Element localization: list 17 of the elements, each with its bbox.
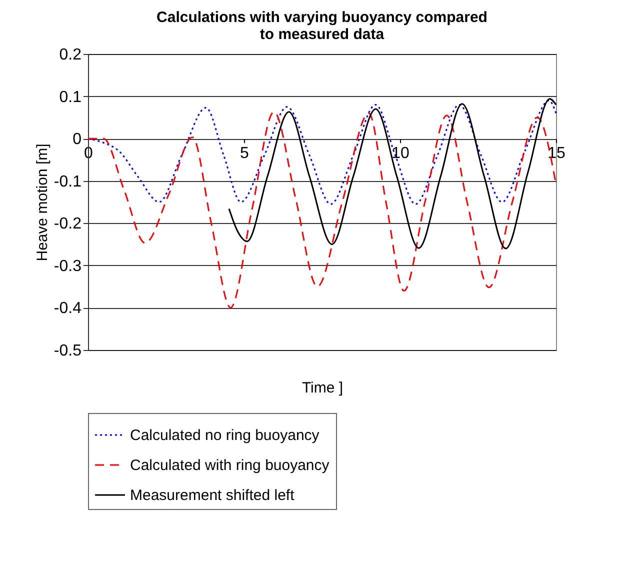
legend-label: Calculated no ring buoyancy: [130, 427, 320, 444]
x-axis-title: Time ]: [302, 380, 344, 396]
y-tick-label: -0.1: [54, 173, 82, 190]
y-tick-label: 0.1: [59, 88, 82, 106]
legend-label: Measurement shifted left: [130, 487, 296, 504]
y-axis-title: Heave motion [m]: [34, 144, 51, 262]
y-tick-label: 0.2: [59, 46, 82, 64]
y-tick-label: -0.4: [54, 300, 82, 318]
legend-label: Calculated with ring buoyancy: [130, 457, 330, 474]
x-tick-label: 5: [240, 145, 250, 162]
y-tick-label: -0.5: [54, 342, 82, 360]
y-tick-label: 0: [72, 131, 82, 148]
chart-title: Calculations with varying buoyancy compared to measured data: [156, 9, 488, 43]
x-tick-label: 15: [548, 145, 566, 162]
x-tick-label: 10: [392, 145, 410, 162]
y-tick-label: -0.3: [54, 258, 82, 275]
y-tick-label: -0.2: [54, 216, 82, 233]
